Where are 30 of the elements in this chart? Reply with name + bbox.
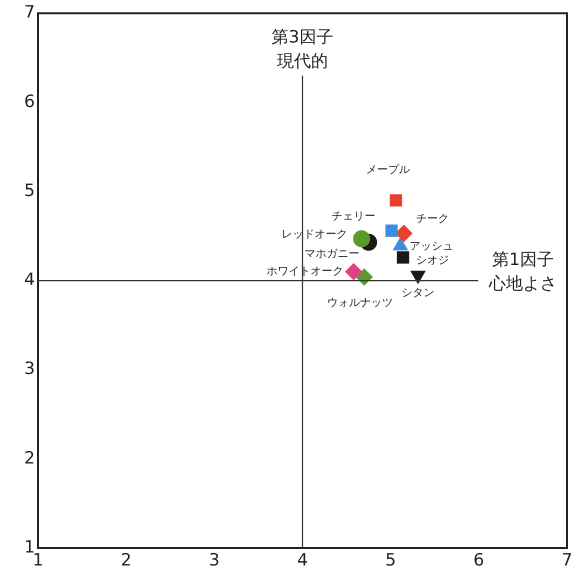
series-label: ホワイトオーク bbox=[266, 264, 344, 278]
x-tick-label: 3 bbox=[208, 550, 220, 571]
y-tick-label: 7 bbox=[24, 2, 35, 23]
point bbox=[353, 230, 370, 248]
series-label: レッドオーク bbox=[282, 228, 348, 241]
point bbox=[396, 251, 410, 264]
ref-line-label: 第3因子現代的 bbox=[272, 28, 334, 72]
series-label: シタン bbox=[402, 286, 434, 300]
y-tick-label: 5 bbox=[24, 180, 35, 201]
point bbox=[385, 224, 398, 237]
series-label: メープル bbox=[366, 163, 410, 176]
point bbox=[390, 194, 402, 207]
series-label: マホガニー bbox=[304, 247, 360, 260]
series-label: シオジ bbox=[416, 253, 450, 266]
x-tick-label: 4 bbox=[297, 550, 308, 571]
x-tick-label: 7 bbox=[562, 550, 572, 571]
series-label: チェリー bbox=[332, 210, 376, 223]
y-tick-label: 6 bbox=[24, 92, 35, 112]
x-tick-label: 5 bbox=[385, 550, 396, 571]
series-label: チーク bbox=[416, 212, 449, 226]
y-tick-label: 2 bbox=[24, 448, 35, 468]
x-tick-label: 6 bbox=[473, 550, 484, 571]
y-tick-label: 4 bbox=[24, 270, 35, 290]
ref-line-label: 第1因子心地よさ bbox=[488, 250, 557, 294]
x-tick-label: 2 bbox=[120, 550, 132, 571]
y-tick-label: 1 bbox=[24, 537, 35, 558]
series-label: アッシュ bbox=[409, 240, 454, 253]
y-tick-label: 3 bbox=[24, 359, 35, 380]
point bbox=[345, 263, 362, 280]
series-label: ウォルナッツ bbox=[327, 296, 394, 309]
